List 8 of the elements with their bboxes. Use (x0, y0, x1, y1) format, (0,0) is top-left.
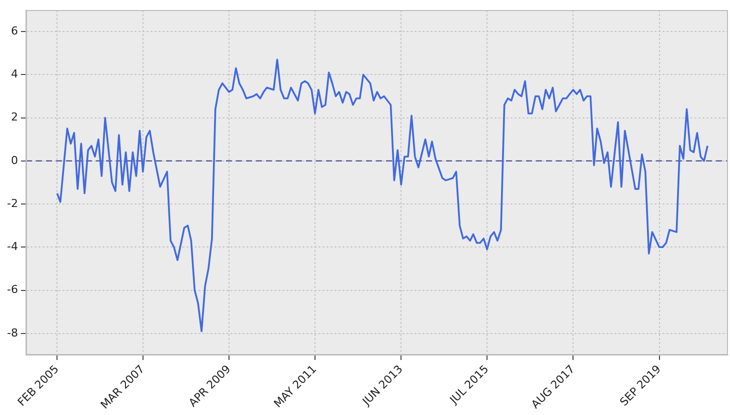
y-tick-label: -8 (7, 326, 18, 340)
y-tick-label: -2 (7, 196, 18, 210)
y-tick-label: 6 (10, 24, 18, 38)
y-tick-label: 0 (10, 154, 18, 167)
y-tick-label: 4 (10, 68, 18, 81)
y-tick-label: -4 (7, 240, 18, 254)
y-tick-label: -6 (7, 283, 18, 296)
y-tick-label: 2 (10, 110, 18, 124)
